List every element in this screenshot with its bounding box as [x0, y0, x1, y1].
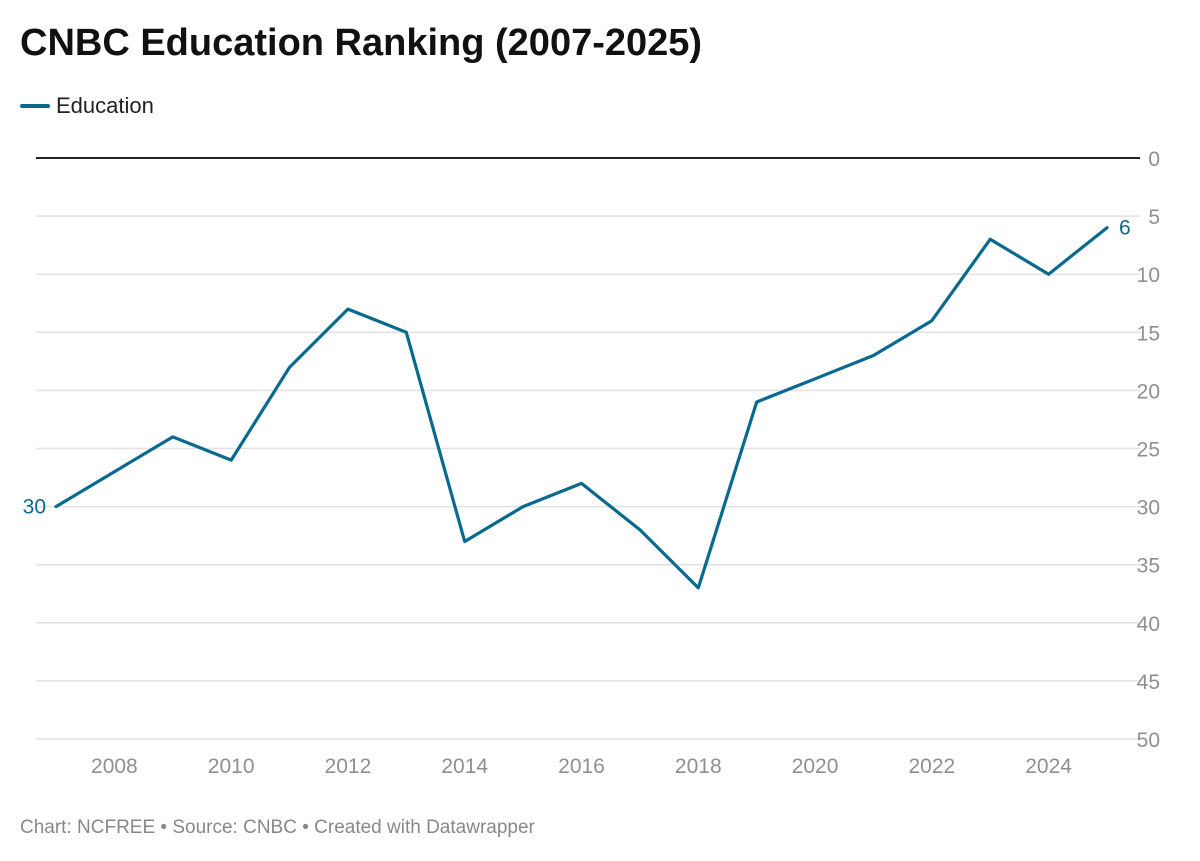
y-tick-label: 30: [1137, 497, 1160, 520]
y-tick-label: 20: [1137, 380, 1160, 403]
y-tick-label: 10: [1137, 264, 1160, 287]
x-tick-label: 2014: [441, 755, 488, 778]
y-tick-label: 45: [1137, 671, 1160, 694]
x-tick-label: 2010: [208, 755, 255, 778]
legend: Education: [20, 93, 154, 119]
x-tick-label: 2016: [558, 755, 605, 778]
y-tick-label: 15: [1137, 322, 1160, 345]
x-tick-label: 2024: [1025, 755, 1072, 778]
y-tick-label: 5: [1148, 206, 1160, 229]
x-tick-label: 2008: [91, 755, 138, 778]
y-tick-label: 25: [1137, 439, 1160, 462]
legend-swatch: [20, 104, 50, 108]
data-label: 6: [1119, 217, 1131, 240]
y-tick-label: 0: [1148, 148, 1160, 171]
x-tick-label: 2020: [792, 755, 839, 778]
y-tick-label: 50: [1137, 729, 1160, 752]
x-tick-label: 2018: [675, 755, 722, 778]
chart-title: CNBC Education Ranking (2007-2025): [20, 22, 703, 64]
series-line-education: [54, 226, 1109, 590]
x-tick-label: 2012: [325, 755, 372, 778]
chart-footer: Chart: NCFREE • Source: CNBC • Created w…: [20, 817, 535, 838]
y-tick-label: 40: [1137, 613, 1160, 636]
data-label: 30: [23, 496, 46, 519]
x-tick-label: 2022: [908, 755, 955, 778]
legend-label: Education: [56, 93, 154, 118]
y-tick-label: 35: [1137, 555, 1160, 578]
